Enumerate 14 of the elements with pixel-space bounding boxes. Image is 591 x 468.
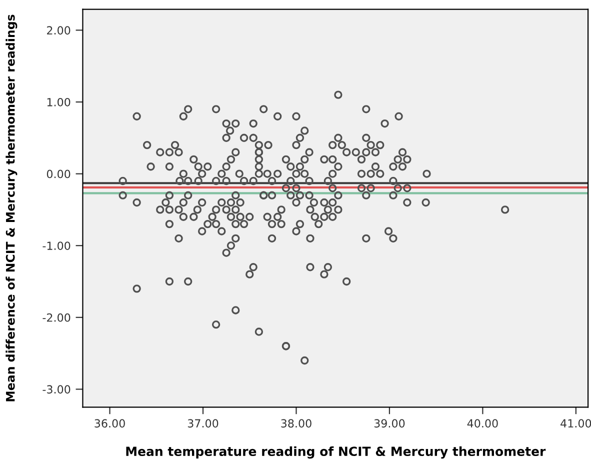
- x-tick-label: 37.00: [188, 419, 218, 428]
- x-axis-title: Mean temperature reading of NCIT & Mercury thermometer: [126, 446, 546, 459]
- y-tick-label: -3.00: [42, 385, 70, 394]
- x-tick-label: 38.00: [281, 419, 312, 428]
- y-axis-title: Mean difference of NCIT & Mercury thermometer readings: [6, 14, 18, 402]
- y-tick-label: 2.00: [47, 26, 70, 35]
- x-tick-label: 39.00: [374, 419, 405, 428]
- x-tick-label: 36.00: [94, 419, 125, 428]
- y-tick-label: 1.00: [47, 98, 70, 106]
- y-tick-label: -1.00: [42, 242, 70, 250]
- x-tick-label: 40.00: [467, 419, 498, 428]
- x-tick-label: 41.00: [560, 419, 591, 428]
- y-tick-label: 0.00: [46, 170, 70, 178]
- y-tick-label: -2.00: [42, 313, 70, 322]
